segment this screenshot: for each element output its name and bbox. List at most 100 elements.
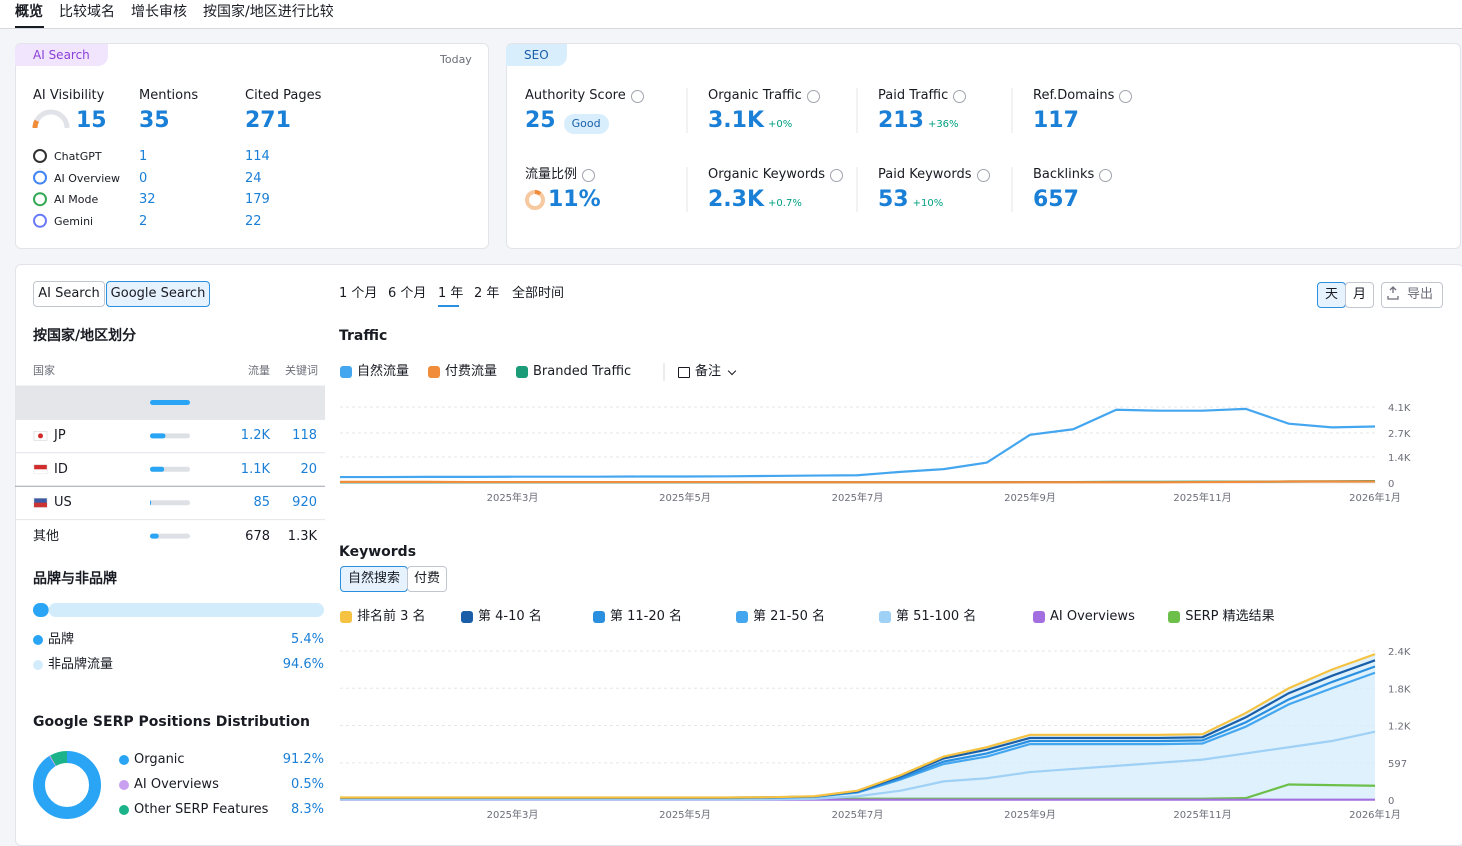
metric-value: 2.3K <box>708 187 765 212</box>
metric-value: 3.1K <box>708 108 765 133</box>
metric-value: 25 <box>525 108 556 133</box>
keywords-value: 2.3K <box>287 395 317 410</box>
section-title: 品牌与非品牌 <box>33 571 117 587</box>
metric-label-row: 流量比例 <box>525 167 596 183</box>
legend-label: 排名前 3 名 <box>357 609 426 624</box>
keywords-value: 1.3K <box>287 528 317 544</box>
ai-cited: 114 <box>245 149 270 164</box>
legend-item[interactable]: 第 11-20 名 <box>593 609 682 625</box>
legend-name: Other SERP Features <box>134 802 269 817</box>
metric-value: 35 <box>139 108 170 133</box>
legend-item[interactable]: SERP 精选结果 <box>1168 609 1275 625</box>
legend-item[interactable]: Branded Traffic <box>516 364 631 380</box>
legend-label: SERP 精选结果 <box>1185 609 1275 624</box>
badge: SEO <box>506 44 567 66</box>
metric-label: Paid Keywords <box>878 167 972 182</box>
legend-item[interactable]: 付费流量 <box>428 364 497 380</box>
nav-tab[interactable]: 比较域名 <box>59 4 115 20</box>
checkbox <box>736 611 748 623</box>
legend-item[interactable]: AI Overviews <box>1033 609 1135 625</box>
legend-item[interactable]: 第 21-50 名 <box>736 609 825 625</box>
ai-name: AI Overview <box>54 171 121 185</box>
legend-item[interactable]: 第 51-100 名 <box>879 609 976 625</box>
info-icon <box>1099 168 1113 182</box>
view-button[interactable]: 天 <box>1317 282 1346 308</box>
note-icon <box>678 366 690 378</box>
metric-value: 657 <box>1033 187 1079 212</box>
export-button[interactable]: 导出 <box>1381 282 1443 308</box>
view-button[interactable]: 月 <box>1345 282 1374 308</box>
traffic-value: 678 <box>245 528 270 544</box>
range-tab[interactable]: 2 年 <box>474 286 500 301</box>
ai-card <box>15 43 489 249</box>
info-icon <box>976 168 990 182</box>
checkbox <box>593 611 605 623</box>
keywords-value: 20 <box>300 461 317 477</box>
toggle-button[interactable]: AI Search <box>33 281 105 307</box>
metric-value-row: 25 Good <box>525 108 609 134</box>
range-tab[interactable]: 1 个月 <box>339 286 378 301</box>
legend-item[interactable]: 自然流量 <box>340 364 409 380</box>
metric-value: 11% <box>548 187 601 212</box>
metric-value-row: 117 <box>1033 108 1079 134</box>
country-name: 全世界 <box>33 395 73 410</box>
range-tab[interactable]: 6 个月 <box>388 286 427 301</box>
country-name: ID <box>54 461 68 477</box>
range-tab[interactable]: 全部时间 <box>512 286 565 301</box>
date: Today <box>440 53 472 66</box>
ai-mentions: 2 <box>139 213 148 229</box>
legend-label: 自然流量 <box>357 364 410 379</box>
legend-item[interactable]: 排名前 3 名 <box>340 609 426 625</box>
section-title: Google SERP Positions Distribution <box>33 714 310 730</box>
note-button[interactable]: 备注 <box>678 364 737 380</box>
legend-item[interactable]: 第 4-10 名 <box>461 609 542 625</box>
nav-bar <box>0 0 1462 29</box>
legend-name: AI Overviews <box>134 777 219 792</box>
metric-value-row: 657 <box>1033 187 1079 213</box>
info-icon <box>582 168 596 182</box>
toggle-button[interactable]: 付费 <box>407 566 447 592</box>
nav-tab[interactable]: 概览 <box>15 4 43 20</box>
checkbox <box>461 611 473 623</box>
metric-value: 213 <box>878 108 924 133</box>
section-title: 按国家/地区划分 <box>33 328 137 344</box>
ai-mentions: 0 <box>139 170 148 186</box>
metric-label: Backlinks <box>1033 167 1095 182</box>
range-tab[interactable]: 1 年 <box>438 286 464 301</box>
ai-cited: 179 <box>245 192 270 208</box>
checkbox <box>428 366 440 378</box>
metric-label: Paid Traffic <box>878 88 949 103</box>
legend-value: 8.3% <box>290 802 324 817</box>
metric-label-row: Backlinks <box>1033 167 1113 183</box>
badge: AI Search <box>15 44 108 66</box>
toggle-button[interactable]: Google Search <box>106 281 210 307</box>
toggle-button[interactable]: 自然搜索 <box>340 566 408 592</box>
checkbox <box>340 611 352 623</box>
legend-value: 0.5% <box>290 777 324 792</box>
metric-value-row: 53 +10% <box>878 187 943 213</box>
info-icon <box>830 168 843 182</box>
chevron <box>727 366 737 375</box>
traffic-value: 3.1K <box>240 395 270 410</box>
metric-value-row: 11% <box>548 187 601 213</box>
metric-label: Organic Keywords <box>708 167 825 182</box>
chart-title: Traffic <box>339 328 388 344</box>
traffic-value: 1.2K <box>240 428 270 444</box>
country-name: JP <box>54 428 66 444</box>
metric-value-row: 2.3K +0.7% <box>708 187 802 213</box>
ai-cited: 24 <box>245 170 262 186</box>
metric-value-row: 213 +36% <box>878 108 959 134</box>
nav-tab[interactable]: 增长审核 <box>131 4 187 20</box>
table-header: 流量 <box>248 364 270 377</box>
ai-name: Gemini <box>54 214 94 228</box>
metric-value: 271 <box>245 108 291 133</box>
nav-tab[interactable]: 按国家/地区进行比较 <box>203 4 334 20</box>
legend-name: 品牌 <box>48 632 75 647</box>
legend-label: 第 51-100 名 <box>896 609 977 624</box>
legend-value: 5.4% <box>290 632 324 647</box>
info-icon <box>1119 89 1133 103</box>
legend-name: 非品牌流量 <box>48 657 114 672</box>
ai-mentions: 32 <box>139 192 156 208</box>
metric-label-row: Authority Score <box>525 88 644 104</box>
